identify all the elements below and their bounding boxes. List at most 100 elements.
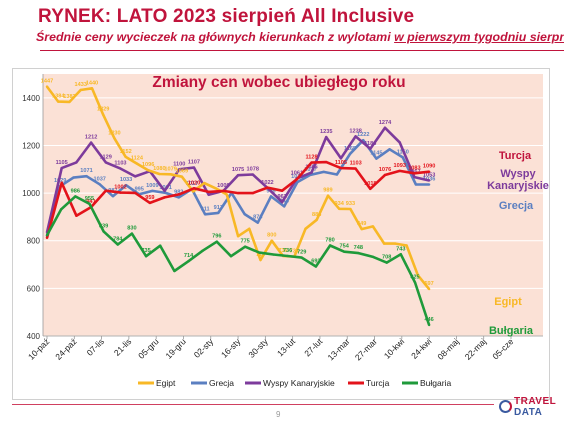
data-point-wyspy-kanaryjskie [192,166,196,169]
data-point-grecja [335,173,339,176]
data-point-grecja [427,183,431,186]
data-point-turcja [222,189,225,193]
data-label-grecja: 1033 [120,177,132,183]
data-point-wyspy-kanaryjskie [369,147,372,150]
y-tick-label: 1400 [22,94,40,103]
subtitle-main: Średnie ceny wycieczek na głównych kieru… [36,30,395,44]
x-tick-label: 22-maj [463,336,489,362]
data-point-egipt [349,207,352,211]
data-point-wyspy-kanaryjskie [75,161,78,164]
data-label-egipt: 849 [357,221,366,227]
data-point-bu-garia [314,265,318,268]
data-point-grecja [256,221,260,224]
end-label-grecja: Grecja [499,200,534,212]
data-point-bu-garia [272,253,275,256]
data-point-egipt [203,181,206,185]
data-point-egipt [405,244,408,247]
data-point-grecja [401,156,404,159]
data-label-egipt: 1124 [131,156,144,162]
data-point-grecja [243,212,246,216]
data-point-grecja [388,148,391,151]
y-tick-label: 800 [27,237,41,246]
data-point-egipt [225,193,229,196]
data-label-egipt: 989 [323,188,332,194]
legend-label-grecja: Grecja [209,378,234,388]
x-tick-label: 13-mar [326,336,352,362]
data-point-grecja [85,174,88,178]
chart-title: Zmiany cen wobec ubiegłego roku [152,74,405,91]
data-point-wyspy-kanaryjskie [427,179,431,182]
data-label-wyspy-kanaryjskie: 1129 [100,154,112,160]
data-label-bu-garia: 775 [240,239,249,245]
legend-label-wyspy-kanaryjskie: Wyspy Kanaryjskie [263,378,335,388]
data-label-wyspy-kanaryjskie: 962 [277,194,286,200]
data-label-grecja: 944 [280,198,290,204]
data-label-bu-garia: 955 [85,196,94,202]
data-point-turcja [266,186,269,189]
data-label-egipt: 800 [267,233,276,239]
data-label-bu-garia: 780 [325,237,334,243]
x-tick-label: 08-maj [435,336,461,362]
data-label-wyspy-kanaryjskie: 1103 [114,161,126,167]
data-point-wyspy-kanaryjskie [383,126,387,130]
data-point-bu-garia [88,202,91,206]
data-point-bu-garia [45,234,49,237]
data-point-turcja [369,187,372,191]
data-point-turcja [325,160,328,164]
data-label-turcja: 1020 [188,180,200,186]
data-label-turcja: 1083 [408,165,420,171]
data-label-grecja: 1222 [357,132,369,138]
data-point-grecja [375,157,378,160]
data-label-bu-garia: 784 [113,237,123,243]
data-point-turcja [398,169,401,173]
data-label-egipt: 1447 [41,79,53,85]
data-point-bu-garia [371,255,374,258]
data-point-wyspy-kanaryjskie [310,171,313,174]
data-label-wyspy-kanaryjskie: 1009 [217,183,229,189]
data-label-egipt: 1079 [164,166,176,172]
data-point-egipt [79,88,82,92]
data-point-wyspy-kanaryjskie [104,161,107,164]
data-point-wyspy-kanaryjskie [251,173,254,176]
data-point-bu-garia [328,244,332,247]
data-point-egipt [304,227,307,231]
data-label-egipt: 1433 [74,82,86,88]
data-label-wyspy-kanaryjskie: 1238 [349,128,361,134]
data-label-wyspy-kanaryjskie: 1061 [291,171,303,177]
data-label-egipt: 1329 [97,107,109,113]
data-point-egipt [248,227,251,231]
data-point-wyspy-kanaryjskie [119,167,122,170]
data-label-wyspy-kanaryjskie: 1107 [188,160,200,166]
data-label-bu-garia: 692 [311,258,320,264]
data-point-wyspy-kanaryjskie [236,174,240,177]
data-point-wyspy-kanaryjskie [354,135,357,138]
data-point-grecja [296,180,299,184]
data-point-egipt [158,172,161,176]
data-point-bu-garia [413,281,417,284]
data-point-wyspy-kanaryjskie [413,175,416,179]
data-label-bu-garia: 735 [141,248,150,254]
data-point-grecja [72,176,75,179]
data-point-bu-garia [399,253,403,256]
data-point-wyspy-kanaryjskie [60,166,63,170]
data-point-turcja [163,196,166,199]
data-point-egipt [191,190,195,193]
data-point-egipt [90,87,94,90]
data-point-egipt [146,169,150,172]
data-point-egipt [101,113,105,116]
x-tick-label: 24-paź [53,336,78,361]
data-point-grecja [282,205,286,208]
data-label-turcja: 1105 [335,160,347,166]
y-tick-label: 400 [27,332,41,341]
data-point-bu-garia [116,243,119,246]
data-point-turcja [192,187,196,190]
data-label-grecja: 1017 [186,181,198,187]
data-label-egipt: 1096 [142,162,154,168]
data-point-bu-garia [300,256,303,259]
data-point-grecja [124,184,128,187]
data-label-grecja: 917 [214,205,223,211]
data-point-egipt [236,235,240,238]
end-label-turcja: Turcja [499,150,532,162]
data-label-wyspy-kanaryjskie: 1086 [305,165,317,171]
x-tick-label: 27-mar [353,336,379,362]
